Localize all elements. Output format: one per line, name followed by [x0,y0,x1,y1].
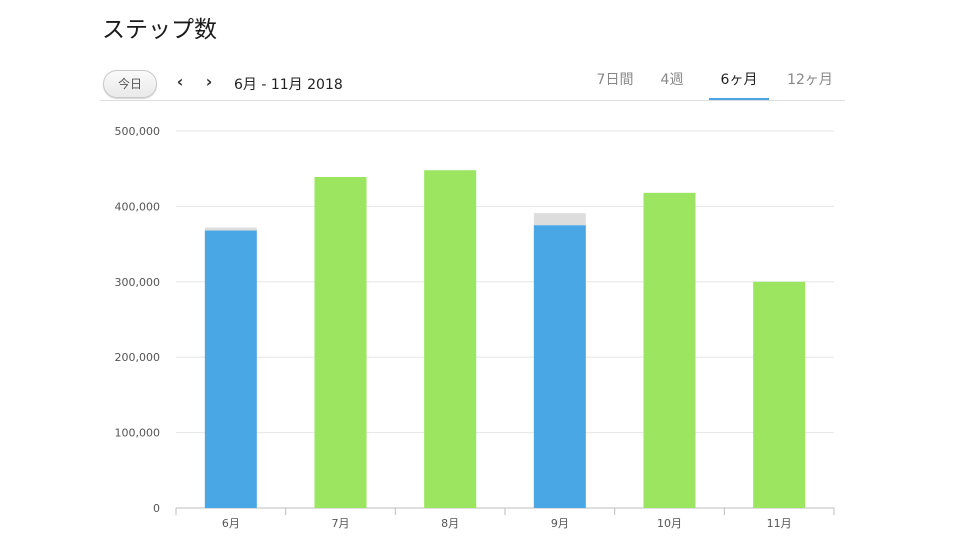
x-tick-label: 11月 [767,517,792,530]
date-range: 6月 - 11月 2018 [234,77,343,93]
bar-overflow-segment [533,213,586,226]
today-button[interactable]: 今日 [103,70,157,98]
x-tick-label: 8月 [441,517,459,530]
y-tick-label: 400,000 [115,200,161,213]
page-title: ステップ数 [102,17,217,43]
chevron-left-icon[interactable]: ‹ [176,72,184,91]
y-tick-label: 0 [153,502,160,515]
bar [753,281,806,508]
y-tick-label: 200,000 [115,351,161,364]
tab-6-months[interactable]: 6ヶ月 [709,66,769,100]
bar [204,230,257,508]
y-tick-label: 100,000 [115,427,161,440]
y-tick-label: 500,000 [115,125,161,138]
x-tick-label: 9月 [551,517,569,530]
bar [314,176,367,508]
x-tick-label: 6月 [222,517,240,530]
bar [643,192,696,508]
bar [533,225,586,508]
tab-4-weeks[interactable]: 4週 [660,72,684,88]
x-tick-label: 10月 [657,517,682,530]
bar-overflow-segment [204,227,257,231]
toolbar: 今日 ‹ › 6月 - 11月 2018 7日間 4週 6ヶ月 12ヶ月 [100,66,845,101]
x-tick-label: 7月 [332,517,350,530]
y-tick-label: 300,000 [115,276,161,289]
chevron-right-icon[interactable]: › [205,72,213,91]
tab-7-days[interactable]: 7日間 [596,72,634,88]
bar [424,170,477,508]
tab-12-months[interactable]: 12ヶ月 [787,72,833,88]
